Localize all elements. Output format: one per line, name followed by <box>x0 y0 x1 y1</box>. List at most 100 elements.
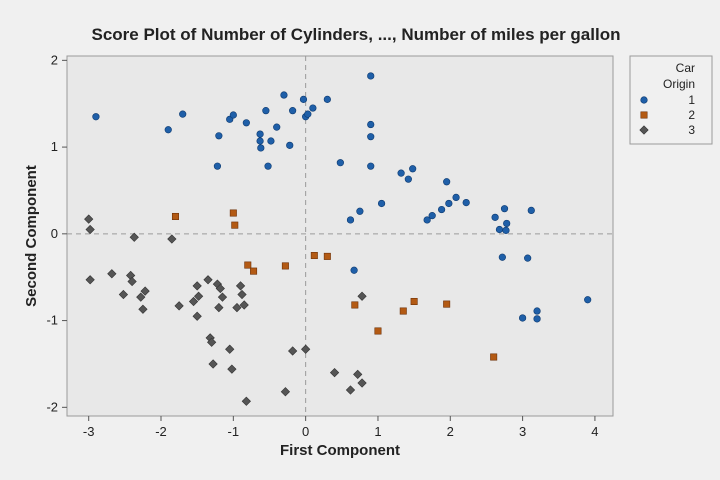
data-point <box>584 296 592 304</box>
data-point <box>346 216 355 224</box>
data-point <box>280 91 288 99</box>
data-point <box>192 311 202 321</box>
data-point <box>445 199 453 208</box>
data-point <box>356 207 364 215</box>
data-point <box>129 232 139 242</box>
y-axis-label: Second Component <box>23 165 40 307</box>
data-point <box>323 95 331 103</box>
data-point <box>367 120 375 129</box>
data-point <box>229 209 237 217</box>
data-point <box>443 178 451 186</box>
data-point <box>533 307 541 315</box>
data-point <box>257 144 265 152</box>
data-point <box>495 225 504 234</box>
y-tick-label: 1 <box>51 139 58 154</box>
data-point <box>336 159 344 167</box>
data-point <box>235 281 246 291</box>
data-point <box>498 253 506 261</box>
data-point <box>84 214 94 224</box>
data-point <box>192 281 202 291</box>
y-tick-label: -2 <box>46 399 58 414</box>
data-point <box>107 269 117 279</box>
legend-label-1: 1 <box>688 93 695 107</box>
data-point <box>491 213 499 221</box>
data-point <box>519 314 527 322</box>
reference-lines <box>67 56 613 416</box>
x-axis-label: First Component <box>280 442 400 459</box>
data-point <box>237 289 247 300</box>
data-point <box>304 110 312 118</box>
legend-label-2: 2 <box>688 108 695 122</box>
legend-title-line-1: Car <box>676 61 695 75</box>
data-point <box>438 205 446 214</box>
series-1 <box>92 72 592 323</box>
data-point <box>289 107 297 115</box>
data-points <box>84 72 592 406</box>
legend-marker-3 <box>639 125 649 135</box>
data-point <box>353 369 363 379</box>
data-point <box>367 72 375 80</box>
data-point <box>215 132 223 140</box>
legend-marker-1 <box>640 96 648 104</box>
data-point <box>329 368 340 378</box>
x-tick-label: 0 <box>302 424 309 439</box>
data-point <box>179 110 187 118</box>
data-point <box>92 113 100 121</box>
data-point <box>229 111 237 119</box>
data-point <box>345 385 356 395</box>
legend-marker-2 <box>640 111 648 119</box>
legend: Car Origin 123 <box>629 55 713 145</box>
data-point <box>193 291 204 301</box>
data-point <box>213 162 222 170</box>
data-point <box>174 301 184 311</box>
data-point <box>524 254 532 262</box>
data-point <box>301 344 311 354</box>
data-point <box>502 226 510 234</box>
data-point <box>118 289 129 300</box>
data-point <box>299 95 308 103</box>
data-point <box>286 141 294 149</box>
data-point <box>85 224 95 235</box>
data-point <box>127 276 137 287</box>
data-point <box>310 252 318 260</box>
data-point <box>267 137 275 145</box>
data-point <box>164 126 172 134</box>
data-point <box>309 104 317 112</box>
y-tick-label: -1 <box>46 313 58 328</box>
data-point <box>409 165 417 173</box>
data-point <box>281 262 289 270</box>
data-point <box>256 130 264 138</box>
data-point <box>462 199 470 207</box>
data-point <box>203 275 213 285</box>
data-point <box>225 344 235 354</box>
data-point <box>214 302 224 313</box>
data-point <box>500 205 509 213</box>
data-point <box>280 387 291 397</box>
data-point <box>188 296 199 307</box>
axis-ticks: -3 -2 -1 0 1 2 3 4 -2 -1 0 1 2 <box>46 52 598 439</box>
legend-title-line-2: Origin <box>663 77 695 91</box>
data-point <box>136 292 146 302</box>
data-point <box>262 107 270 115</box>
data-point <box>397 169 405 177</box>
data-point <box>323 252 331 260</box>
x-tick-label: 2 <box>447 424 454 439</box>
data-point <box>367 162 375 170</box>
data-point <box>217 292 228 302</box>
data-point <box>256 137 264 145</box>
series-3 <box>84 214 367 406</box>
data-point <box>227 364 237 374</box>
data-point <box>264 162 272 170</box>
data-point <box>443 300 451 308</box>
data-point <box>232 302 242 313</box>
x-tick-label: -1 <box>228 424 240 439</box>
y-tick-label: 2 <box>51 52 58 67</box>
data-point <box>242 119 250 127</box>
legend-label-3: 3 <box>688 123 695 137</box>
data-point <box>357 378 367 388</box>
data-point <box>351 301 359 309</box>
data-point <box>452 193 460 201</box>
x-tick-label: -3 <box>83 424 95 439</box>
data-point <box>244 261 252 269</box>
